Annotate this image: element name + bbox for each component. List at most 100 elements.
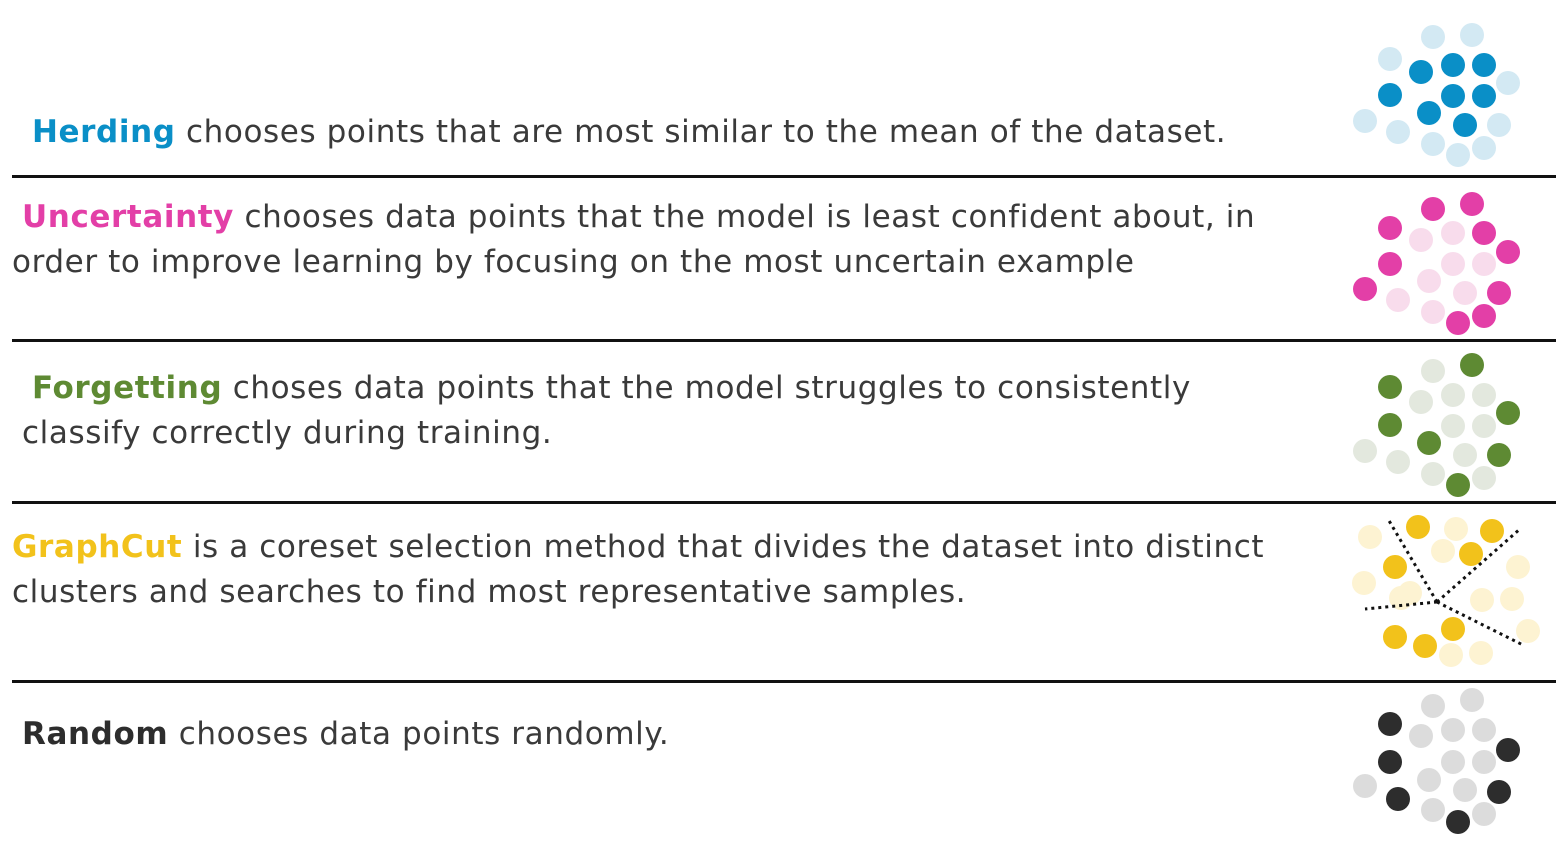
forgetting-term: Forgetting [32,370,223,406]
unselected-point [1472,252,1496,276]
unselected-point [1353,439,1377,463]
unselected-point [1516,619,1540,643]
unselected-point [1409,724,1433,748]
graphcut-description: GraphCut is a coreset selection method t… [12,525,1302,615]
selected-point [1417,431,1441,455]
unselected-point [1446,143,1470,167]
selected-point [1378,413,1402,437]
unselected-point [1472,718,1496,742]
selected-point [1417,101,1441,125]
unselected-point [1500,587,1524,611]
herding-description: Herding chooses points that are most sim… [32,110,1292,155]
selected-point [1472,221,1496,245]
unselected-point [1386,288,1410,312]
unselected-point [1409,390,1433,414]
unselected-point [1417,768,1441,792]
unselected-point [1421,694,1445,718]
cluster-boundary-line [1436,600,1524,647]
unselected-point [1441,383,1465,407]
selected-point [1472,53,1496,77]
selected-point [1378,216,1402,240]
unselected-point [1353,774,1377,798]
unselected-point [1453,778,1477,802]
selected-point [1453,113,1477,137]
unselected-point [1421,25,1445,49]
unselected-point [1469,641,1493,665]
unselected-point [1421,132,1445,156]
random-term: Random [22,716,169,752]
unselected-point [1506,555,1530,579]
herding-text: chooses points that are most similar to … [175,114,1227,150]
selected-point [1383,555,1407,579]
unselected-point [1421,798,1445,822]
selected-point [1487,780,1511,804]
cluster-boundary-line [1364,600,1438,611]
herding-term: Herding [32,114,176,150]
selected-point [1378,375,1402,399]
unselected-point [1487,113,1511,137]
selected-point [1378,83,1402,107]
unselected-point [1460,23,1484,47]
unselected-point [1352,571,1376,595]
selected-point [1496,738,1520,762]
random-text: chooses data points randomly. [168,716,670,752]
selected-point [1353,277,1377,301]
uncertainty-description: Uncertainty chooses data points that the… [12,195,1302,285]
selected-point [1446,473,1470,497]
unselected-point [1453,443,1477,467]
unselected-point [1439,643,1463,667]
selected-point [1378,750,1402,774]
selected-point [1472,84,1496,108]
unselected-point [1378,47,1402,71]
unselected-point [1421,359,1445,383]
forgetting-description: Forgetting choses data points that the m… [22,366,1242,456]
unselected-point [1431,539,1455,563]
unselected-point [1472,750,1496,774]
selected-point [1378,712,1402,736]
uncertainty-dot-cluster [1353,192,1520,335]
selected-point [1441,617,1465,641]
unselected-point [1421,462,1445,486]
selected-point [1480,519,1504,543]
selected-point [1421,197,1445,221]
unselected-point [1386,120,1410,144]
random-dot-cluster [1353,688,1520,834]
unselected-point [1421,300,1445,324]
row-divider [12,680,1556,683]
unselected-point [1441,221,1465,245]
unselected-point [1441,414,1465,438]
cluster-boundary-line [1386,518,1439,603]
unselected-point [1453,281,1477,305]
selected-point [1441,53,1465,77]
selected-point [1460,192,1484,216]
unselected-point [1353,109,1377,133]
unselected-point [1441,718,1465,742]
unselected-point [1470,588,1494,612]
unselected-point [1417,269,1441,293]
herding-dot-cluster [1353,23,1520,167]
unselected-point [1358,525,1382,549]
unselected-point [1472,466,1496,490]
unselected-point [1472,802,1496,826]
selected-point [1406,515,1430,539]
selected-point [1496,240,1520,264]
selected-point [1383,625,1407,649]
cluster-boundary-line [1436,527,1521,604]
selected-point [1413,634,1437,658]
unselected-point [1409,228,1433,252]
selected-point [1460,353,1484,377]
unselected-point [1460,688,1484,712]
forgetting-dot-cluster [1353,353,1520,497]
graphcut-text: is a coreset selection method that divid… [12,529,1265,610]
unselected-point [1441,252,1465,276]
unselected-point [1386,450,1410,474]
selected-point [1487,281,1511,305]
selected-point [1441,84,1465,108]
selected-point [1487,443,1511,467]
unselected-point [1472,136,1496,160]
selected-point [1409,60,1433,84]
selected-point [1459,542,1483,566]
unselected-point [1496,71,1520,95]
random-description: Random chooses data points randomly. [22,712,1282,757]
unselected-point [1472,414,1496,438]
